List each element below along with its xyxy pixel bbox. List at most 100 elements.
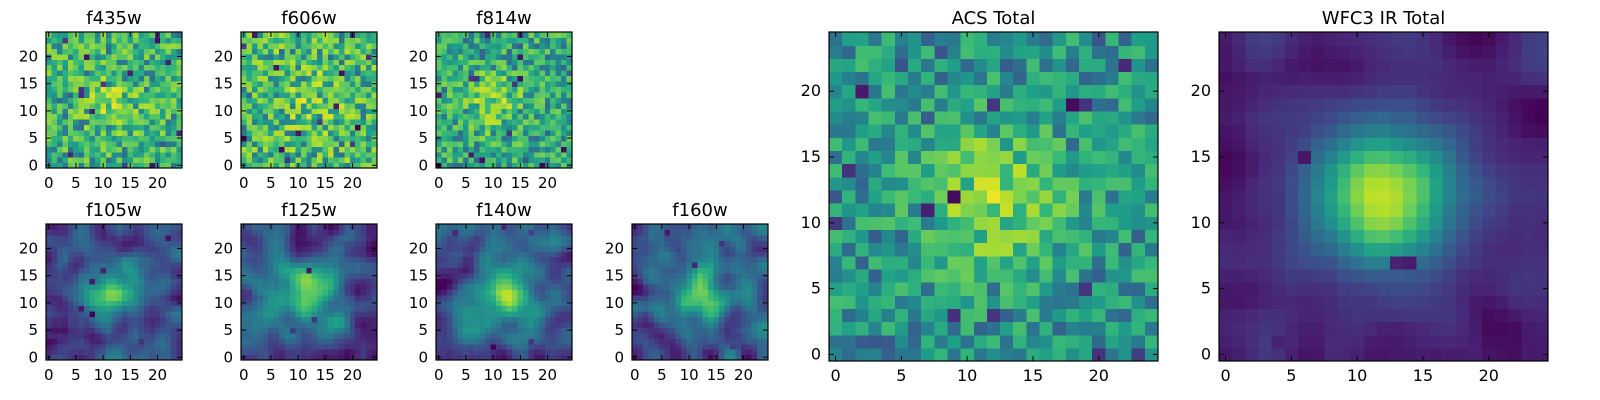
heatmap-cell xyxy=(84,332,91,339)
heatmap-cell xyxy=(452,97,459,104)
y-tick-label: 0 xyxy=(223,348,233,366)
heatmap-cell xyxy=(371,151,378,158)
heatmap-cell xyxy=(539,64,546,71)
heatmap-cell xyxy=(506,267,513,274)
heatmap-cell xyxy=(355,157,362,164)
heatmap-cell xyxy=(746,354,753,361)
heatmap-cell xyxy=(973,308,988,323)
heatmap-cell xyxy=(463,234,470,241)
heatmap-cell xyxy=(165,316,172,323)
heatmap-cell xyxy=(251,91,258,98)
heatmap-cell xyxy=(729,316,736,323)
heatmap-cell xyxy=(495,251,502,258)
heatmap-cell xyxy=(100,75,107,82)
heatmap-cell xyxy=(344,129,351,136)
heatmap-cell xyxy=(452,37,459,44)
heatmap-cell xyxy=(89,311,96,318)
heatmap-cell xyxy=(484,224,491,231)
heatmap-cell xyxy=(484,91,491,98)
heatmap-cell xyxy=(555,157,562,164)
heatmap-cell xyxy=(344,70,351,77)
heatmap-cell xyxy=(441,113,448,120)
heatmap-cell xyxy=(241,151,248,158)
heatmap-cell xyxy=(143,300,150,307)
heatmap-cell xyxy=(257,53,264,60)
heatmap-cell xyxy=(171,70,178,77)
heatmap-cell xyxy=(273,124,280,131)
heatmap-cell xyxy=(550,245,557,252)
heatmap-cell xyxy=(561,140,568,147)
heatmap-cell xyxy=(344,32,351,39)
heatmap-cell xyxy=(484,316,491,323)
heatmap-cell xyxy=(94,146,101,153)
heatmap-cell xyxy=(561,59,568,66)
heatmap-cell xyxy=(73,80,80,87)
y-tick-label: 0 xyxy=(28,156,38,174)
heatmap-cell xyxy=(289,42,296,49)
heatmap-cell xyxy=(127,59,134,66)
heatmap-cell xyxy=(533,245,540,252)
heatmap-cell xyxy=(452,338,459,345)
heatmap-cell xyxy=(94,32,101,39)
heatmap-cell xyxy=(51,86,58,93)
heatmap-cell xyxy=(355,32,362,39)
heatmap-cell xyxy=(484,305,491,312)
heatmap-cell xyxy=(907,203,922,217)
heatmap-cell xyxy=(127,332,134,339)
heatmap-cell xyxy=(653,349,660,356)
heatmap-cell xyxy=(495,300,502,307)
heatmap-cell xyxy=(154,262,161,269)
heatmap-cell xyxy=(555,32,562,39)
heatmap-cell xyxy=(143,37,150,44)
heatmap-cell xyxy=(512,48,519,55)
heatmap-cell xyxy=(62,80,69,87)
heatmap-cell xyxy=(89,151,96,158)
heatmap-cell xyxy=(344,267,351,274)
heatmap-cell xyxy=(257,146,264,153)
heatmap-cell xyxy=(360,146,367,153)
heatmap-cell xyxy=(89,80,96,87)
heatmap-cell xyxy=(338,229,345,236)
heatmap-cell xyxy=(829,295,843,309)
heatmap-cell xyxy=(344,157,351,164)
heatmap-cell xyxy=(89,321,96,328)
heatmap-cell xyxy=(653,327,660,334)
heatmap-cell xyxy=(160,48,167,55)
heatmap-cell xyxy=(691,262,698,269)
heatmap-cell xyxy=(659,316,666,323)
heatmap-cell xyxy=(680,289,687,296)
heatmap-cell xyxy=(528,343,535,350)
heatmap-cell xyxy=(746,234,753,241)
heatmap-cell xyxy=(947,176,962,191)
heatmap-cell xyxy=(452,151,459,158)
heatmap-cell xyxy=(479,234,486,241)
heatmap-cell xyxy=(544,256,551,263)
heatmap-cell xyxy=(452,256,459,263)
heatmap-cell xyxy=(268,37,275,44)
heatmap-cell xyxy=(279,224,286,231)
heatmap-cell xyxy=(355,332,362,339)
heatmap-cell xyxy=(842,163,856,178)
heatmap-cell xyxy=(56,229,63,236)
heatmap-cell xyxy=(457,245,464,252)
heatmap-cell xyxy=(686,289,693,296)
heatmap-cell xyxy=(659,289,666,296)
heatmap-cell xyxy=(84,162,91,169)
heatmap-cell xyxy=(544,59,551,66)
heatmap-cell xyxy=(680,245,687,252)
heatmap-cell xyxy=(284,267,291,274)
heatmap-cell xyxy=(517,70,524,77)
heatmap-cell xyxy=(512,75,519,82)
heatmap-cell xyxy=(501,59,508,66)
heatmap-cell xyxy=(452,42,459,49)
heatmap-cell xyxy=(1013,163,1027,178)
heatmap-cell xyxy=(484,283,491,290)
heatmap-cell xyxy=(78,146,85,153)
heatmap-cell xyxy=(328,53,335,60)
heatmap-cell xyxy=(1000,189,1014,204)
heatmap-cell xyxy=(533,349,540,356)
heatmap-cell xyxy=(512,283,519,290)
heatmap-cell xyxy=(691,327,698,334)
heatmap-cell xyxy=(349,251,356,258)
